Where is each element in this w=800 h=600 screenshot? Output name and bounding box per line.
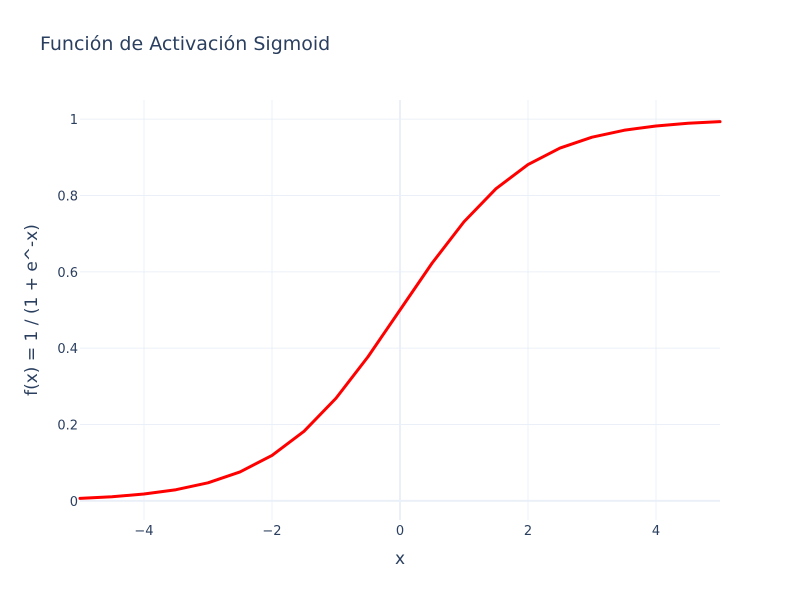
- y-axis-title: f(x) = 1 / (1 + e^-x): [22, 224, 42, 396]
- x-tick-label: 4: [652, 524, 660, 539]
- plot-area: [78, 120, 722, 500]
- y-tick-label: 0.8: [57, 189, 78, 204]
- x-tick-label: 0: [396, 524, 404, 539]
- y-tick-label: 0: [70, 495, 78, 510]
- y-axis-ticks: 0 0.2 0.4 0.6 0.8 1: [57, 113, 78, 510]
- y-tick-label: 0.4: [57, 342, 78, 357]
- x-tick-label: −2: [262, 524, 281, 539]
- series-line: [78, 120, 722, 500]
- x-tick-label: −4: [134, 524, 153, 539]
- y-tick-label: 0.2: [57, 419, 78, 434]
- y-tick-label: 1: [70, 113, 78, 128]
- x-axis-title: x: [395, 549, 405, 569]
- x-axis-ticks: −4 −2 0 2 4: [134, 524, 660, 539]
- chart-title: Función de Activación Sigmoid: [40, 33, 330, 55]
- y-tick-label: 0.6: [57, 266, 78, 281]
- x-tick-label: 2: [524, 524, 532, 539]
